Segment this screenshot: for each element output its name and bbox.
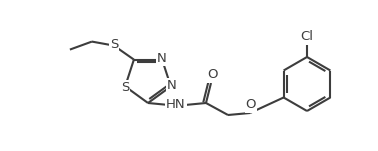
Text: N: N — [157, 52, 167, 65]
Text: HN: HN — [166, 98, 186, 111]
Text: Cl: Cl — [301, 31, 313, 43]
Text: O: O — [208, 69, 218, 82]
Text: S: S — [121, 81, 129, 94]
Text: O: O — [246, 98, 256, 111]
Text: S: S — [110, 38, 118, 51]
Text: N: N — [167, 79, 177, 92]
